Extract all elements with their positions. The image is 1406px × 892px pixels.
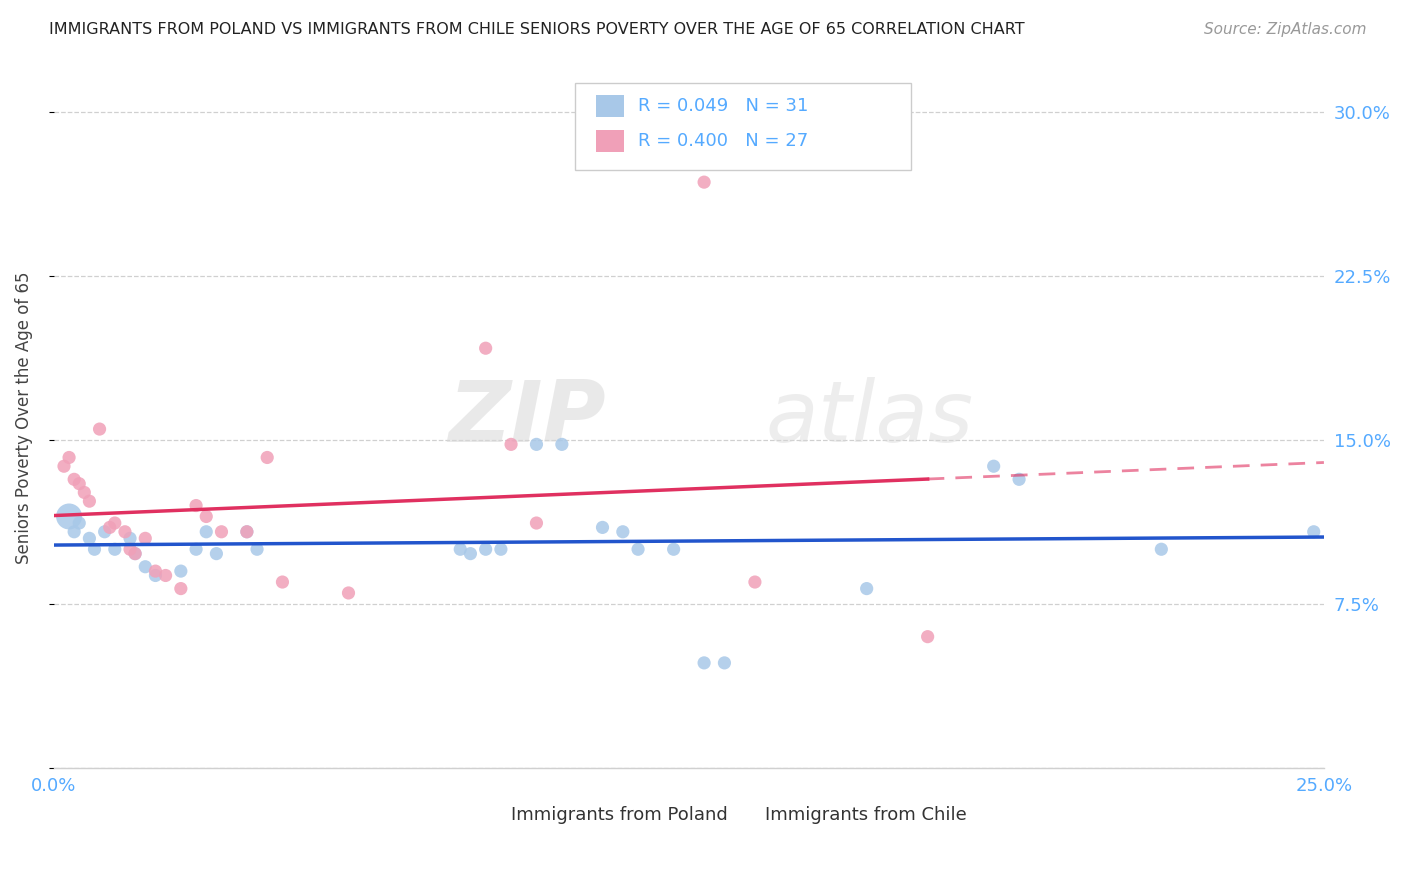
Point <box>592 520 614 534</box>
Point <box>713 656 735 670</box>
Point <box>155 568 177 582</box>
Point <box>104 516 127 530</box>
Point <box>184 542 207 557</box>
Point <box>89 422 111 436</box>
Point <box>236 524 259 539</box>
Text: R = 0.400   N = 27: R = 0.400 N = 27 <box>638 132 808 150</box>
Point <box>145 568 167 582</box>
Point <box>184 499 207 513</box>
Point <box>474 341 496 355</box>
Text: Immigrants from Chile: Immigrants from Chile <box>765 806 967 824</box>
Point <box>73 485 96 500</box>
FancyBboxPatch shape <box>727 805 755 826</box>
Point <box>211 524 233 539</box>
Point <box>627 542 650 557</box>
Point <box>79 532 101 546</box>
Point <box>195 509 218 524</box>
Point <box>124 547 146 561</box>
Text: Source: ZipAtlas.com: Source: ZipAtlas.com <box>1204 22 1367 37</box>
Point <box>93 524 115 539</box>
Point <box>145 564 167 578</box>
Point <box>1302 524 1324 539</box>
Point <box>256 450 278 465</box>
Point <box>474 542 496 557</box>
Point <box>114 524 136 539</box>
FancyBboxPatch shape <box>596 95 624 118</box>
Point <box>118 532 141 546</box>
Point <box>693 656 716 670</box>
Point <box>526 437 548 451</box>
Text: atlas: atlas <box>765 376 973 459</box>
Point <box>63 524 86 539</box>
Point <box>118 542 141 557</box>
FancyBboxPatch shape <box>596 130 624 153</box>
Point <box>460 547 482 561</box>
Point <box>170 564 193 578</box>
Text: IMMIGRANTS FROM POLAND VS IMMIGRANTS FROM CHILE SENIORS POVERTY OVER THE AGE OF : IMMIGRANTS FROM POLAND VS IMMIGRANTS FRO… <box>49 22 1025 37</box>
Point <box>693 175 716 189</box>
Point <box>58 509 80 524</box>
Point <box>205 547 228 561</box>
Point <box>526 516 548 530</box>
Point <box>124 547 146 561</box>
Point <box>170 582 193 596</box>
Y-axis label: Seniors Poverty Over the Age of 65: Seniors Poverty Over the Age of 65 <box>15 272 32 565</box>
Point <box>134 559 156 574</box>
Point <box>337 586 360 600</box>
FancyBboxPatch shape <box>575 82 911 169</box>
Point <box>1008 472 1031 486</box>
Point <box>449 542 471 557</box>
Point <box>53 459 76 474</box>
Point <box>79 494 101 508</box>
Text: R = 0.049   N = 31: R = 0.049 N = 31 <box>638 97 808 115</box>
Point <box>983 459 1005 474</box>
Text: Immigrants from Poland: Immigrants from Poland <box>510 806 728 824</box>
Point <box>63 472 86 486</box>
Point <box>1150 542 1173 557</box>
Point <box>236 524 259 539</box>
FancyBboxPatch shape <box>472 805 501 826</box>
Point <box>98 520 121 534</box>
Text: ZIP: ZIP <box>449 376 606 459</box>
Point <box>195 524 218 539</box>
Point <box>67 516 90 530</box>
Point <box>489 542 512 557</box>
Point <box>58 450 80 465</box>
Point <box>612 524 634 539</box>
Point <box>134 532 156 546</box>
Point <box>246 542 269 557</box>
Point <box>917 630 939 644</box>
Point <box>67 476 90 491</box>
Point <box>744 575 766 590</box>
Point <box>855 582 877 596</box>
Point <box>83 542 105 557</box>
Point <box>104 542 127 557</box>
Point <box>551 437 574 451</box>
Point <box>271 575 294 590</box>
Point <box>662 542 685 557</box>
Point <box>499 437 522 451</box>
